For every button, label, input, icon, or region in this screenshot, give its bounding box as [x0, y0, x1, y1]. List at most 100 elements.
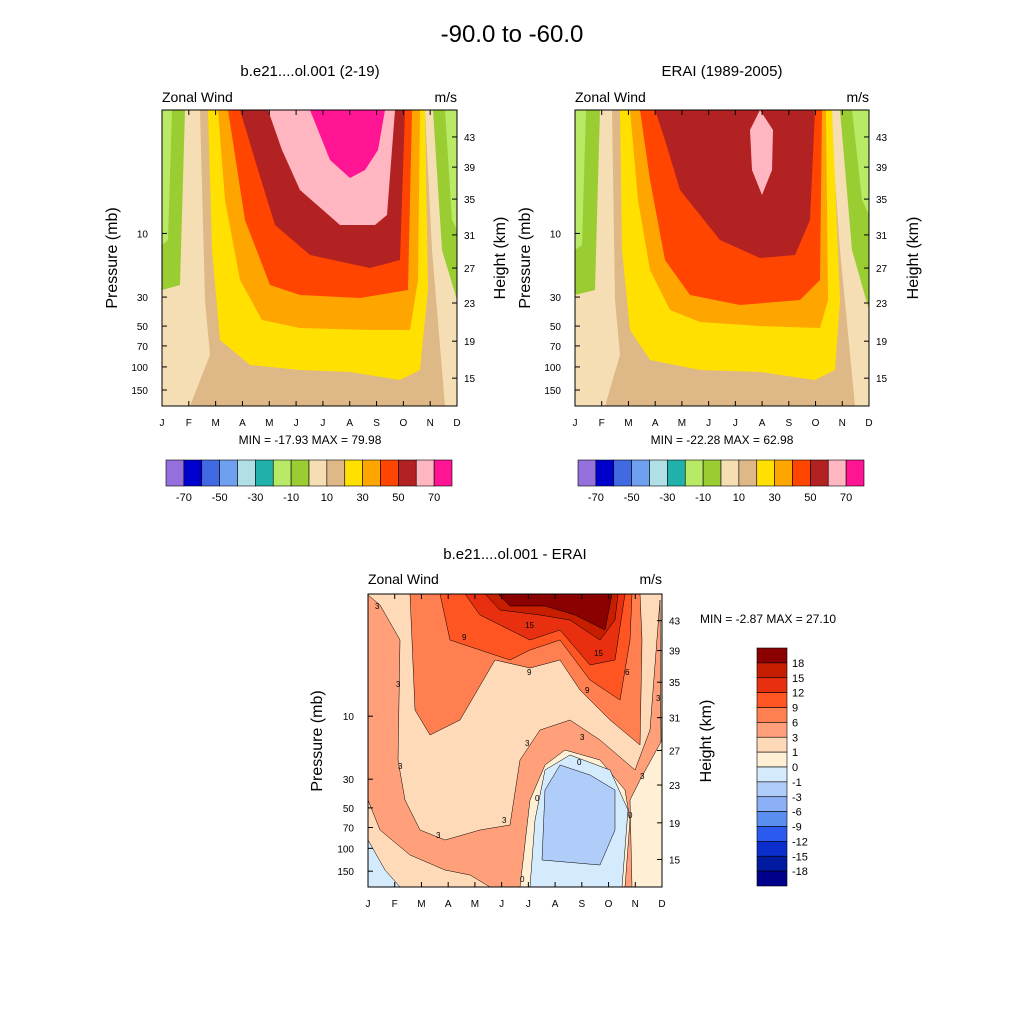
- axis-ticks: J F M A M J J A S O N D 10 30 50 70 100 150 43 39 35 31 27 23 19…: [544, 110, 888, 429]
- colorbar-swatch: [272, 459, 292, 487]
- units-label: m/s: [434, 89, 457, 105]
- x-tick-label: J: [706, 418, 711, 429]
- x-tick-label: A: [759, 418, 766, 429]
- colorbar-swatch: [756, 459, 775, 487]
- colorbar-label: 30: [769, 492, 781, 504]
- colorbar-swatch: [756, 811, 788, 827]
- height-tick-label: 15: [464, 374, 476, 385]
- colorbar-label: 30: [357, 492, 369, 504]
- svg-text:3: 3: [396, 680, 401, 689]
- pressure-axis-label: Pressure (mb): [104, 207, 121, 308]
- colorbar-swatch: [577, 459, 597, 487]
- colorbar-swatch: [649, 459, 668, 487]
- colorbar: -70 -50 -30 -10 10 30 50 70: [165, 459, 453, 504]
- colorbar-label: -50: [624, 492, 640, 504]
- x-tick-label: N: [632, 899, 639, 910]
- contour-fill: [368, 594, 662, 887]
- colorbar-swatch: [756, 677, 788, 693]
- colorbar-swatch: [756, 736, 788, 753]
- colorbar-swatch: [810, 459, 829, 487]
- colorbar-swatch: [756, 796, 788, 812]
- svg-text:3: 3: [502, 816, 507, 825]
- x-tick-label: J: [499, 899, 504, 910]
- colorbar-label: 50: [392, 492, 404, 504]
- colorbar-swatch: [756, 826, 788, 842]
- x-tick-label: M: [624, 418, 632, 429]
- x-tick-label: D: [453, 418, 460, 429]
- pressure-tick-label: 10: [550, 229, 562, 240]
- height-tick-label: 43: [669, 617, 681, 628]
- pressure-axis-label: Pressure (mb): [517, 207, 534, 308]
- x-tick-label: A: [445, 899, 452, 910]
- axis-ticks: J F M A M J J A S O N D 10 30 50 70 100 150 43 39 35 31 27 23 19…: [131, 110, 476, 429]
- colorbar-swatch: [756, 707, 788, 723]
- height-tick-label: 39: [876, 163, 888, 174]
- colorbar-label: 15: [792, 673, 804, 685]
- height-tick-label: 31: [876, 231, 888, 242]
- height-tick-label: 23: [876, 299, 888, 310]
- colorbar-swatch: [165, 459, 185, 487]
- colorbar-swatch: [756, 692, 788, 708]
- pressure-tick-label: 70: [550, 342, 562, 353]
- colorbar-swatch: [237, 459, 256, 487]
- colorbar-swatch: [756, 841, 788, 857]
- min-max-text: MIN = -2.87 MAX = 27.10: [700, 612, 836, 626]
- colorbar-label: -10: [283, 492, 299, 504]
- height-tick-label: 15: [669, 855, 681, 866]
- colorbar-swatch: [201, 459, 220, 487]
- colorbar-swatch: [667, 459, 686, 487]
- svg-text:0: 0: [535, 794, 540, 803]
- pressure-tick-label: 100: [337, 844, 354, 855]
- x-tick-label: M: [417, 899, 425, 910]
- svg-text:3: 3: [375, 602, 380, 611]
- colorbar-label: -50: [212, 492, 228, 504]
- colorbar-swatch: [595, 459, 615, 487]
- svg-text:3: 3: [656, 694, 661, 703]
- svg-text:3: 3: [525, 739, 530, 748]
- colorbar-swatch: [415, 459, 435, 487]
- height-tick-label: 39: [669, 647, 681, 658]
- x-tick-label: F: [599, 418, 605, 429]
- pressure-tick-label: 150: [544, 386, 561, 397]
- colorbar-label: 70: [428, 492, 440, 504]
- colorbar-swatch: [631, 459, 650, 487]
- colorbar-swatch: [380, 459, 399, 487]
- svg-text:6: 6: [625, 668, 630, 677]
- x-tick-label: O: [812, 418, 820, 429]
- colorbar-swatch: [756, 722, 788, 738]
- pressure-tick-label: 100: [131, 363, 148, 374]
- contour-fill: [162, 110, 457, 406]
- height-tick-label: 35: [876, 195, 888, 206]
- svg-text:3: 3: [436, 831, 441, 840]
- zonal-wind-label: Zonal Wind: [575, 89, 646, 105]
- pressure-tick-label: 10: [137, 229, 149, 240]
- x-tick-label: A: [552, 899, 559, 910]
- x-tick-label: O: [605, 899, 613, 910]
- svg-text:15: 15: [525, 621, 534, 630]
- colorbar-swatch: [756, 781, 788, 798]
- x-tick-label: F: [186, 418, 192, 429]
- colorbar-label: 6: [792, 717, 798, 729]
- x-tick-label: M: [211, 418, 219, 429]
- colorbar-swatch: [344, 459, 363, 487]
- colorbar-label: 9: [792, 703, 798, 715]
- svg-text:3: 3: [580, 733, 585, 742]
- x-tick-label: J: [526, 899, 531, 910]
- x-tick-label: J: [573, 418, 578, 429]
- plot-frame: [574, 109, 870, 407]
- colorbar-label: -30: [659, 492, 675, 504]
- panel-difference: b.e21....ol.001 - ERAI Zonal Wind m/s 3 …: [309, 546, 836, 910]
- colorbar-swatch: [613, 459, 632, 487]
- colorbar-swatch: [845, 459, 865, 487]
- units-label: m/s: [846, 89, 869, 105]
- colorbar-label: -70: [176, 492, 192, 504]
- colorbar-label: -3: [792, 792, 802, 804]
- x-tick-label: J: [733, 418, 738, 429]
- pressure-tick-label: 30: [550, 293, 562, 304]
- pressure-tick-label: 50: [550, 322, 562, 333]
- colorbar-label: -12: [792, 836, 808, 848]
- colorbar-swatch: [433, 459, 453, 487]
- height-tick-label: 19: [876, 337, 888, 348]
- pressure-tick-label: 10: [343, 712, 355, 723]
- height-tick-label: 35: [669, 678, 681, 689]
